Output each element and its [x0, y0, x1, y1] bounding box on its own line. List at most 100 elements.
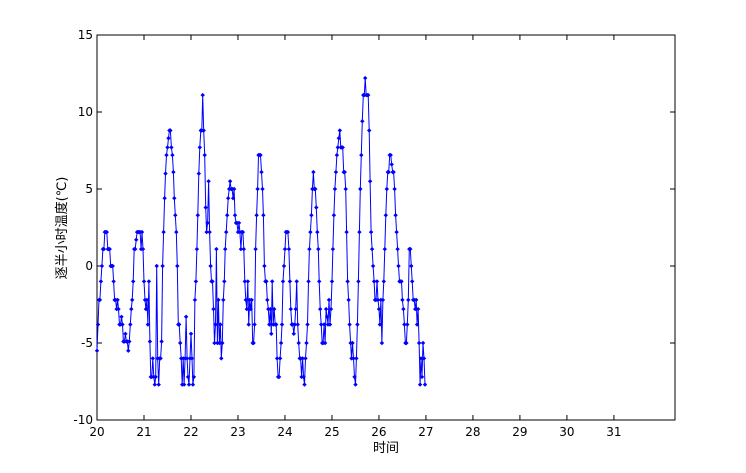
data-point — [272, 306, 277, 312]
data-point — [185, 374, 191, 380]
data-point — [414, 322, 420, 327]
data-point — [181, 382, 187, 387]
x-tick-label: 20 — [89, 425, 104, 439]
data-point — [232, 213, 238, 218]
data-point — [282, 246, 288, 252]
data-point — [376, 306, 382, 312]
x-tick-label: 21 — [136, 425, 151, 439]
data-point — [381, 279, 386, 284]
data-point — [219, 356, 224, 361]
x-axis-title: 时间 — [373, 441, 399, 456]
plot-area-frame — [96, 34, 676, 421]
data-point — [370, 263, 376, 269]
data-point — [205, 220, 210, 226]
data-point — [335, 145, 340, 150]
y-axis-title: 逐半小时温度(℃) — [54, 177, 70, 280]
data-point — [194, 246, 200, 252]
data-point — [246, 322, 251, 327]
data-point — [244, 306, 249, 312]
data-point — [352, 374, 357, 380]
data-point — [265, 297, 270, 303]
data-point — [192, 297, 198, 303]
data-point — [307, 246, 312, 252]
data-point — [139, 229, 145, 235]
data-point — [367, 128, 372, 133]
data-point — [346, 297, 351, 303]
data-point — [253, 246, 258, 252]
data-point — [175, 263, 180, 269]
data-point — [420, 340, 426, 346]
data-point — [410, 279, 415, 284]
y-tick-label: 5 — [85, 182, 93, 196]
data-point — [111, 279, 116, 284]
data-point — [213, 322, 218, 327]
data-point — [400, 297, 405, 303]
data-point — [340, 145, 345, 150]
data-point — [309, 213, 314, 218]
x-tick-label: 25 — [324, 425, 339, 439]
x-tick-label: 23 — [230, 425, 245, 439]
data-point — [214, 246, 219, 252]
data-point — [394, 229, 399, 235]
data-point — [145, 322, 151, 327]
data-point — [255, 186, 260, 192]
data-point — [347, 322, 352, 327]
data-point — [258, 152, 263, 158]
data-point — [212, 340, 217, 346]
data-point — [279, 322, 285, 327]
data-point — [206, 179, 211, 184]
data-point — [422, 382, 428, 387]
data-point — [195, 213, 200, 218]
data-point — [207, 229, 212, 235]
data-point — [222, 279, 227, 284]
data-point — [322, 340, 328, 346]
data-point — [291, 331, 296, 336]
data-point — [286, 246, 292, 252]
data-point — [301, 374, 306, 380]
data-point — [128, 322, 133, 327]
data-point — [360, 119, 365, 124]
data-point — [270, 279, 275, 284]
data-point — [174, 229, 179, 235]
data-point — [417, 382, 423, 387]
data-point — [210, 279, 215, 284]
data-point — [269, 331, 274, 336]
data-point — [326, 297, 332, 303]
data-point — [377, 322, 383, 327]
data-point — [230, 196, 236, 201]
data-point — [421, 356, 427, 361]
data-point — [331, 213, 337, 218]
data-point — [161, 229, 166, 235]
data-point — [183, 314, 189, 319]
data-point — [383, 213, 388, 218]
data-point — [418, 356, 424, 361]
x-tick-label: 28 — [465, 425, 480, 439]
data-point — [406, 297, 411, 303]
data-point — [303, 356, 308, 361]
data-point — [413, 306, 418, 312]
data-point — [324, 314, 330, 319]
data-point — [395, 246, 400, 252]
data-point — [240, 229, 246, 235]
data-point — [188, 331, 194, 336]
data-point — [178, 340, 183, 346]
x-tick-label: 31 — [606, 425, 621, 439]
data-point — [251, 340, 256, 346]
data-point — [380, 297, 386, 303]
data-point — [379, 340, 385, 346]
data-point — [152, 382, 157, 387]
x-tick-label: 24 — [277, 425, 292, 439]
data-point — [264, 279, 269, 284]
data-point — [166, 136, 171, 141]
series-markers — [94, 75, 428, 387]
data-point — [401, 306, 406, 312]
data-point — [107, 246, 112, 252]
data-point — [216, 297, 221, 303]
data-point — [261, 213, 266, 218]
data-point — [95, 322, 101, 327]
data-point — [224, 229, 229, 235]
data-point — [218, 322, 223, 327]
data-point — [344, 229, 349, 235]
data-point — [242, 279, 247, 284]
